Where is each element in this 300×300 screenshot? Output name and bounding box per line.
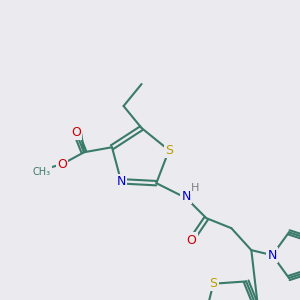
Text: S: S <box>165 144 173 157</box>
Text: O: O <box>71 126 81 139</box>
Text: H: H <box>191 183 200 193</box>
Text: N: N <box>268 249 277 262</box>
Text: N: N <box>116 175 126 188</box>
Text: O: O <box>186 234 196 247</box>
Text: O: O <box>57 158 67 171</box>
Text: S: S <box>209 277 217 290</box>
Text: N: N <box>182 190 191 203</box>
Text: CH₃: CH₃ <box>33 167 51 177</box>
